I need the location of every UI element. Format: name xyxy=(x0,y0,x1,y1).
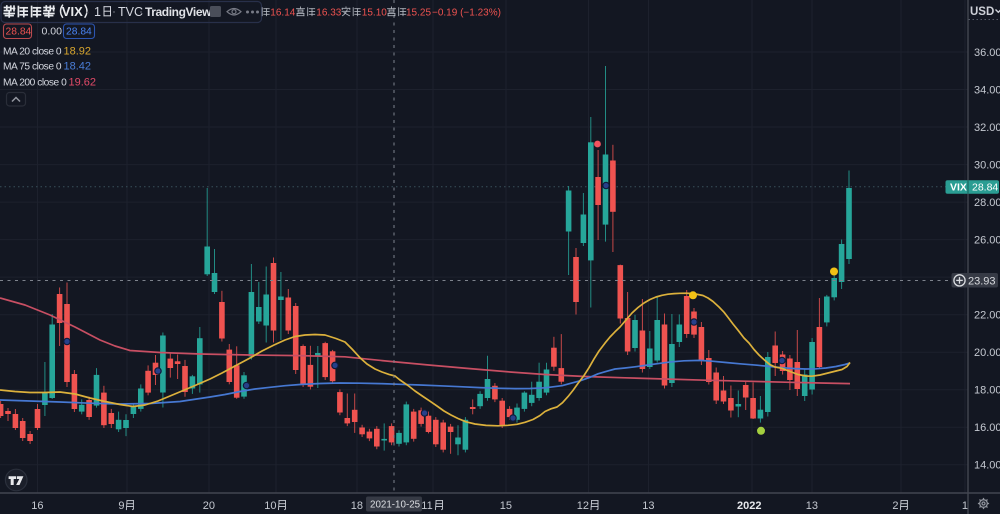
svg-text:9: 9 xyxy=(118,500,124,512)
svg-text:1: 1 xyxy=(94,5,101,19)
svg-text:1: 1 xyxy=(962,500,968,512)
svg-text:TVC: TVC xyxy=(118,5,143,19)
svg-text:20: 20 xyxy=(203,500,215,512)
svg-text:2: 2 xyxy=(892,500,898,512)
svg-text:23.93: 23.93 xyxy=(968,275,996,287)
svg-text:MA 200 close 0: MA 200 close 0 xyxy=(3,78,67,89)
svg-text:0.00: 0.00 xyxy=(42,26,63,38)
svg-text:16.00: 16.00 xyxy=(974,422,1000,434)
svg-text:16: 16 xyxy=(31,500,43,512)
svg-text:28.84: 28.84 xyxy=(66,27,92,38)
svg-text:15: 15 xyxy=(500,500,512,512)
svg-text:20.00: 20.00 xyxy=(974,347,1000,359)
svg-text:2022: 2022 xyxy=(737,500,761,512)
svg-text:10: 10 xyxy=(264,500,276,512)
svg-text:34.00: 34.00 xyxy=(974,84,1000,96)
svg-text:MA 75 close 0: MA 75 close 0 xyxy=(3,62,62,73)
svg-text:13: 13 xyxy=(642,500,654,512)
svg-text:14.00: 14.00 xyxy=(974,460,1000,472)
svg-text:16.14: 16.14 xyxy=(270,8,295,19)
svg-text:30.00: 30.00 xyxy=(974,159,1000,171)
svg-text:12: 12 xyxy=(577,500,589,512)
svg-text:TradingView: TradingView xyxy=(145,5,212,19)
svg-text:13: 13 xyxy=(806,500,818,512)
svg-text:2021-10-25: 2021-10-25 xyxy=(370,500,421,511)
svg-text:16.33: 16.33 xyxy=(316,8,341,19)
svg-text:28.84: 28.84 xyxy=(972,182,998,194)
svg-text:22.00: 22.00 xyxy=(974,310,1000,322)
svg-text:18.92: 18.92 xyxy=(64,46,92,58)
svg-text:28.84: 28.84 xyxy=(6,27,32,38)
svg-text:32.00: 32.00 xyxy=(974,122,1000,134)
svg-text:VIX: VIX xyxy=(950,182,967,194)
svg-text:USD: USD xyxy=(970,6,994,18)
svg-text:18.42: 18.42 xyxy=(64,61,92,73)
svg-text:18: 18 xyxy=(351,500,363,512)
svg-text:11: 11 xyxy=(421,500,432,512)
svg-text:19.62: 19.62 xyxy=(69,77,97,89)
svg-text:26.00: 26.00 xyxy=(974,234,1000,246)
svg-text:VIX: VIX xyxy=(62,4,83,19)
svg-text:MA 20 close 0: MA 20 close 0 xyxy=(3,47,62,58)
svg-text:15.10: 15.10 xyxy=(362,8,387,19)
svg-text:36.00: 36.00 xyxy=(974,47,1000,59)
svg-text:28.00: 28.00 xyxy=(974,197,1000,209)
svg-text:18.00: 18.00 xyxy=(974,385,1000,397)
svg-text:15.25: 15.25 xyxy=(406,8,431,19)
svg-text:−0.19 (−1.23%): −0.19 (−1.23%) xyxy=(432,8,501,19)
